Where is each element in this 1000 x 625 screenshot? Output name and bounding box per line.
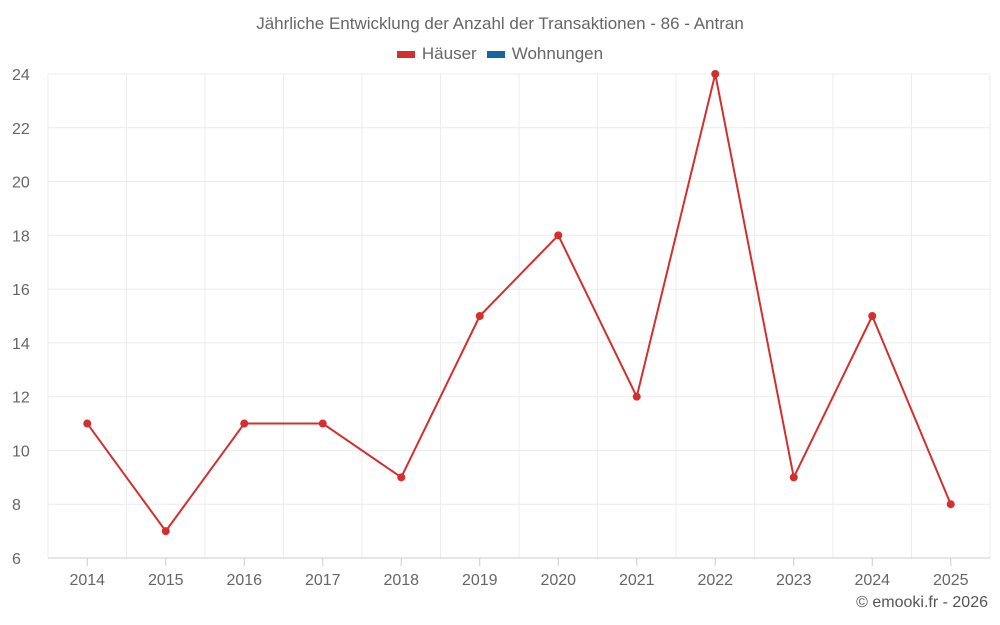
y-tick-label: 12 [12, 390, 30, 407]
x-tick-label: 2015 [148, 572, 184, 589]
credit-text: © emooki.fr - 2026 [856, 594, 988, 611]
data-point[interactable] [789, 473, 798, 482]
legend: Häuser Wohnungen [0, 44, 1000, 64]
data-point[interactable] [868, 312, 877, 320]
data-point[interactable] [83, 419, 92, 428]
data-point[interactable] [632, 392, 641, 401]
x-tick-label: 2016 [226, 572, 262, 589]
legend-label-haeuser: Häuser [421, 44, 477, 63]
x-tick-label: 2014 [69, 572, 105, 589]
data-point[interactable] [397, 473, 406, 482]
data-point[interactable] [240, 419, 249, 428]
y-tick-label: 20 [12, 175, 30, 192]
data-point[interactable] [161, 527, 170, 536]
y-tick-label: 22 [12, 121, 30, 138]
data-point[interactable] [554, 231, 563, 240]
legend-swatch-wohnungen [486, 50, 505, 58]
x-tick-label: 2019 [462, 572, 498, 589]
x-tick-label: 2020 [540, 572, 576, 589]
y-tick-label: 24 [12, 67, 30, 84]
data-point[interactable] [711, 70, 720, 78]
legend-swatch-haeuser [396, 50, 415, 58]
data-point[interactable] [946, 500, 955, 509]
y-tick-label: 18 [12, 228, 30, 245]
data-point[interactable] [475, 312, 484, 320]
chart-title: Jährliche Entwicklung der Anzahl der Tra… [256, 14, 744, 33]
y-tick-label: 6 [12, 551, 21, 568]
legend-item-wohnungen[interactable]: Wohnungen [486, 44, 604, 64]
x-tick-label: 2025 [933, 572, 969, 589]
x-tick-label: 2022 [697, 572, 733, 589]
y-tick-label: 8 [12, 497, 21, 514]
y-tick-label: 14 [12, 336, 30, 353]
y-tick-label: 16 [12, 282, 30, 299]
series-line-haeuser [86, 73, 952, 533]
y-tick-label: 10 [12, 443, 30, 460]
x-tick-label: 2017 [305, 572, 341, 589]
x-tick-label: 2023 [776, 572, 812, 589]
data-point[interactable] [318, 419, 327, 428]
legend-item-haeuser[interactable]: Häuser [396, 44, 477, 64]
x-tick-label: 2018 [383, 572, 419, 589]
x-tick-label: 2021 [619, 572, 655, 589]
x-tick-label: 2024 [854, 572, 890, 589]
legend-label-wohnungen: Wohnungen [511, 44, 604, 63]
